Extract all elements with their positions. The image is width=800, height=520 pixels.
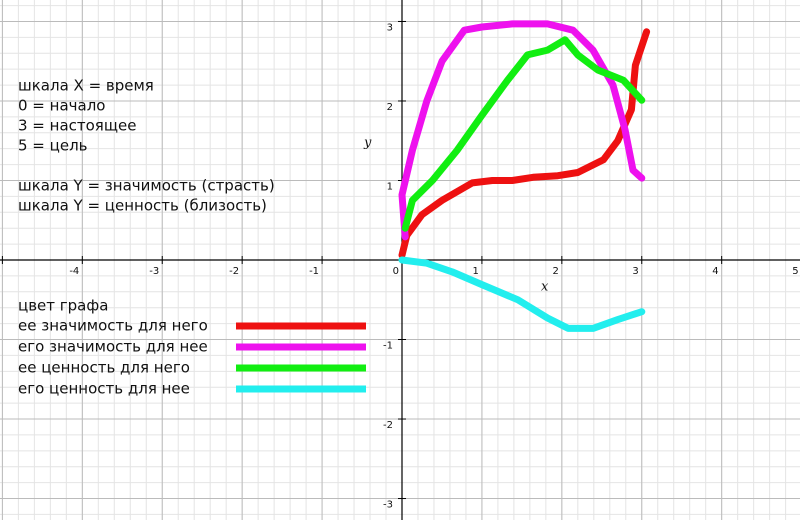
legend-label: ее ценность для него xyxy=(18,359,190,377)
y-axis-label: y xyxy=(363,136,372,151)
annotation: шкала Y = ценность (близость) xyxy=(18,197,267,215)
x-axis-label: x xyxy=(541,280,549,295)
annotation: 0 = начало xyxy=(18,97,105,115)
annotation: 5 = цель xyxy=(18,137,88,155)
legend-label: его значимость для нее xyxy=(18,338,208,356)
x-tick-label: -2 xyxy=(229,266,239,277)
legend-label: ее значимость для него xyxy=(18,317,208,335)
y-tick-label: 3 xyxy=(387,22,393,33)
y-tick-label: -3 xyxy=(383,500,393,511)
legend-label: его ценность для нее xyxy=(18,380,190,398)
x-tick-label: 1 xyxy=(473,266,479,277)
y-tick-label: -2 xyxy=(383,420,393,431)
annotation: 3 = настоящее xyxy=(18,117,136,135)
x-tick-label: 2 xyxy=(552,266,558,277)
x-tick-label: -3 xyxy=(149,266,159,277)
x-tick-label: 4 xyxy=(712,266,718,277)
legend-title: цвет графа xyxy=(18,297,108,315)
line xyxy=(398,256,646,332)
x-tick-label: 5 xyxy=(792,266,798,277)
x-tick-label: -4 xyxy=(69,266,79,277)
annotation: шкала Y = значимость (страсть) xyxy=(18,177,275,195)
annotation: шкала X = время xyxy=(18,77,154,95)
y-tick-label: 1 xyxy=(387,181,393,192)
line xyxy=(398,28,651,259)
x-tick-label: 0 xyxy=(393,266,399,277)
x-tick-label: -1 xyxy=(309,266,319,277)
line xyxy=(401,36,646,232)
line xyxy=(398,20,646,241)
y-tick-label: 2 xyxy=(387,102,393,113)
y-tick-label: -1 xyxy=(383,341,393,352)
x-tick-label: 3 xyxy=(632,266,638,277)
